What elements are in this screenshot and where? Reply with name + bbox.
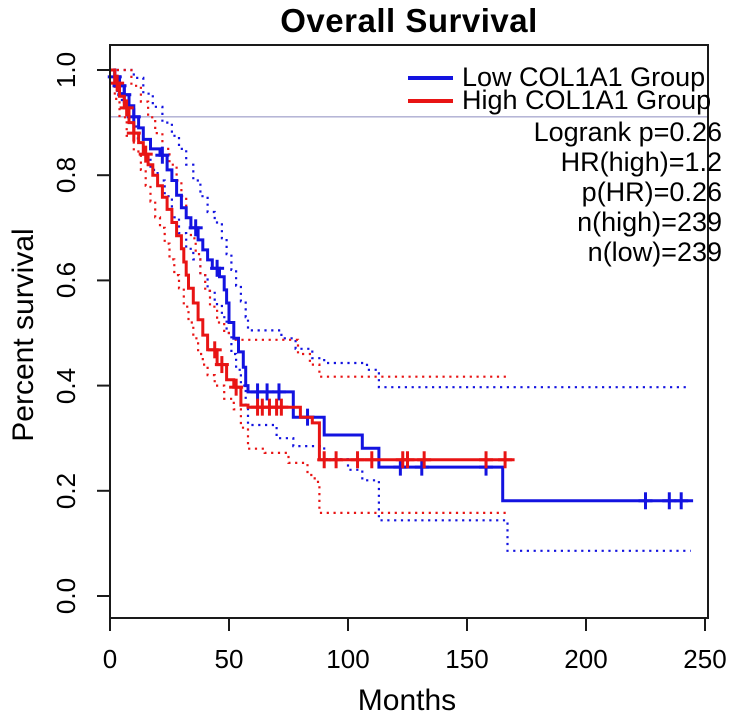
legend-label: High COL1A1 Group — [462, 85, 712, 115]
y-axis-label: Percent survival — [7, 228, 40, 442]
legend-line-swatch — [408, 99, 453, 103]
x-tick-label: 150 — [445, 644, 489, 674]
stat-line: Logrank p=0.26 — [533, 117, 722, 147]
ci-curve — [110, 68, 508, 514]
x-tick-label: 250 — [683, 644, 727, 674]
y-tick-label: 0.0 — [51, 577, 81, 615]
ci-curve — [110, 68, 686, 389]
survival-curve — [110, 68, 515, 462]
ci-curve — [110, 68, 508, 378]
x-tick-label: 0 — [102, 644, 118, 674]
legend-line-swatch — [408, 76, 453, 80]
survival-curve — [110, 68, 694, 503]
y-tick-label: 1.0 — [51, 51, 81, 89]
stat-line: n(high)=239 — [577, 207, 722, 237]
x-tick-label: 100 — [326, 644, 370, 674]
stats-block: Logrank p=0.26 HR(high)=1.2 p(HR)=0.26 n(hi… — [534, 117, 722, 267]
y-tick-label: 0.8 — [51, 157, 81, 194]
legend-label: Low COL1A1 Group — [462, 62, 706, 92]
y-tick-label: 0.6 — [51, 262, 81, 299]
stat-line: n(low)=239 — [587, 237, 722, 267]
x-axis-label: Months — [357, 684, 457, 717]
y-tick-label: 0.4 — [51, 367, 81, 404]
x-tick-label: 200 — [564, 644, 608, 674]
plot-frame — [109, 44, 709, 619]
y-tick-label: 0.2 — [51, 472, 81, 509]
x-tick-label: 50 — [214, 644, 244, 674]
chart-title: Overall Survival — [280, 2, 538, 39]
stat-line: p(HR)=0.26 — [581, 177, 722, 207]
stat-line: HR(high)=1.2 — [560, 147, 722, 177]
